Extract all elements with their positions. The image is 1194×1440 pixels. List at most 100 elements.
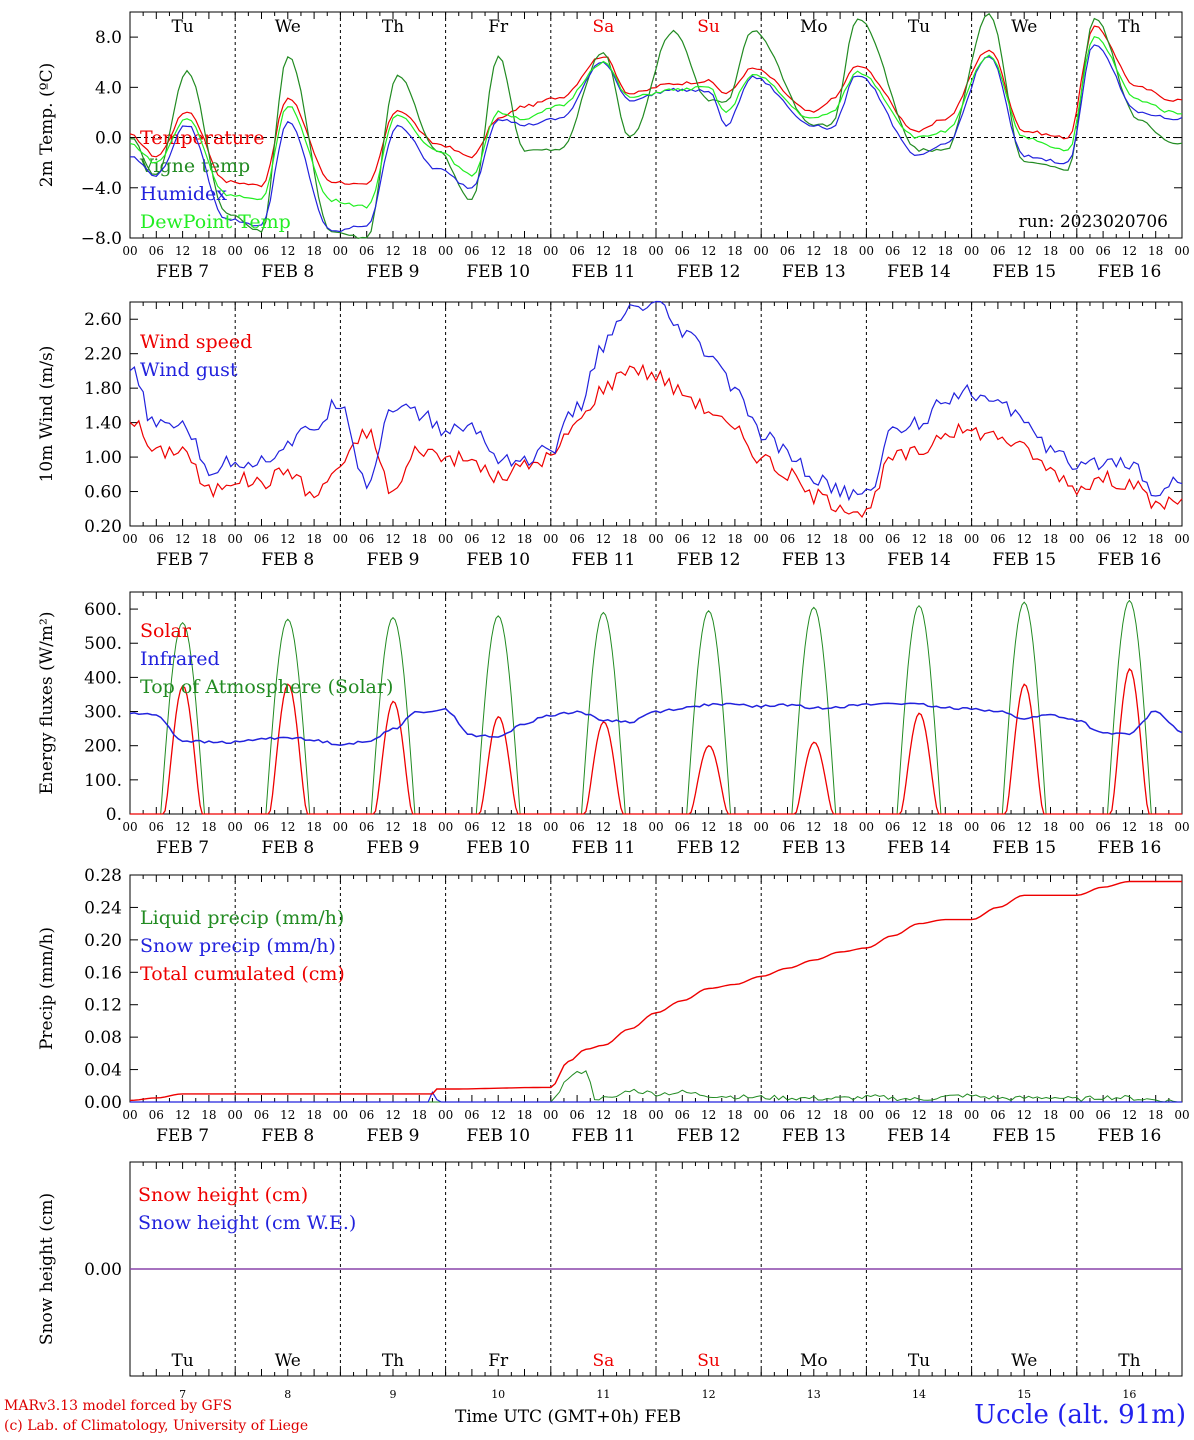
day-label: FEB 16 (1098, 262, 1162, 282)
series-snow-precip (130, 1091, 1182, 1103)
y-tick-label: 1.40 (84, 414, 122, 434)
hour-label: 18 (1148, 244, 1163, 258)
day-label: FEB 11 (572, 1126, 636, 1146)
day-number: 9 (390, 1388, 397, 1401)
hour-label: 18 (1043, 532, 1058, 546)
day-label: FEB 12 (677, 262, 741, 282)
day-label: FEB 10 (466, 1126, 530, 1146)
legend-dewpoint-temp: DewPoint Temp (140, 211, 291, 233)
hour-label: 00 (1069, 532, 1084, 546)
day-label: FEB 11 (572, 262, 636, 282)
hour-label: 18 (832, 532, 847, 546)
legend-temperature: Temperature (140, 127, 264, 149)
hour-label: 18 (938, 820, 953, 834)
legend-snow-height-cm: Snow height (cm) (138, 1184, 308, 1206)
hour-label: 00 (964, 820, 979, 834)
hour-label: 06 (990, 1108, 1005, 1122)
y-tick-label: −4.0 (81, 179, 122, 199)
hour-label: 00 (754, 820, 769, 834)
hour-label: 12 (1122, 1108, 1137, 1122)
hour-label: 18 (832, 244, 847, 258)
hour-label: 00 (964, 244, 979, 258)
day-label: FEB 10 (466, 550, 530, 570)
hour-label: 00 (228, 532, 243, 546)
hour-label: 06 (675, 1108, 690, 1122)
y-tick-label: 0.20 (84, 517, 122, 537)
day-label: FEB 7 (156, 550, 209, 570)
day-label: FEB 7 (156, 838, 209, 858)
hour-label: 18 (832, 1108, 847, 1122)
y-axis-label: Precip (mm/h) (37, 927, 57, 1050)
weekday-label-top: Tu (171, 17, 193, 37)
y-tick-label: 0.00 (84, 1093, 122, 1113)
hour-label: 00 (1174, 820, 1189, 834)
hour-label: 12 (596, 820, 611, 834)
hour-label: 12 (806, 532, 821, 546)
hour-label: 06 (675, 244, 690, 258)
hour-label: 06 (359, 1108, 374, 1122)
day-label: FEB 7 (156, 1126, 209, 1146)
hour-label: 12 (911, 820, 926, 834)
hour-label: 12 (175, 820, 190, 834)
hour-label: 06 (675, 532, 690, 546)
hour-label: 06 (675, 820, 690, 834)
y-tick-label: 8.0 (95, 28, 122, 48)
day-number: 7 (179, 1388, 186, 1401)
hour-label: 18 (517, 532, 532, 546)
hour-label: 18 (727, 820, 742, 834)
y-tick-label: 0.08 (84, 1028, 122, 1048)
weekday-label-top: Su (697, 17, 720, 37)
hour-label: 18 (1148, 532, 1163, 546)
day-label: FEB 15 (992, 838, 1056, 858)
weekday-label-bottom: Th (382, 1351, 404, 1371)
weekday-label-bottom: Fr (488, 1351, 509, 1371)
hour-label: 06 (1095, 532, 1110, 546)
hour-label: 00 (1069, 820, 1084, 834)
day-label: FEB 13 (782, 262, 846, 282)
hour-label: 00 (1174, 532, 1189, 546)
y-tick-label: 0.04 (84, 1061, 122, 1081)
hour-label: 18 (1043, 820, 1058, 834)
hour-label: 00 (543, 1108, 558, 1122)
hour-label: 00 (333, 532, 348, 546)
hour-label: 12 (1017, 820, 1032, 834)
weekday-label-bottom: Th (1118, 1351, 1140, 1371)
x-axis-title: Time UTC (GMT+0h) FEB (455, 1407, 682, 1427)
lab-credit: (c) Lab. of Climatology, University of L… (4, 1418, 309, 1434)
hour-label: 12 (911, 1108, 926, 1122)
day-label: FEB 9 (367, 1126, 420, 1146)
day-label: FEB 13 (782, 1126, 846, 1146)
hour-label: 06 (990, 820, 1005, 834)
hour-label: 00 (438, 820, 453, 834)
hour-label: 00 (543, 532, 558, 546)
y-axis-label: 10m Wind (m/s) (37, 346, 57, 483)
weekday-label-top: We (275, 17, 301, 37)
model-credit: MARv3.13 model forced by GFS (4, 1398, 233, 1414)
legend-snow-height-cm-w-e: Snow height (cm W.E.) (138, 1212, 356, 1234)
hour-label: 18 (1148, 820, 1163, 834)
day-label: FEB 13 (782, 550, 846, 570)
hour-label: 18 (1043, 1108, 1058, 1122)
y-tick-label: 600. (84, 600, 122, 620)
hour-label: 06 (780, 532, 795, 546)
day-label: FEB 11 (572, 838, 636, 858)
y-tick-label: 0.12 (84, 996, 122, 1016)
weekday-label-bottom: We (275, 1351, 301, 1371)
hour-label: 12 (385, 532, 400, 546)
weekday-label-top: We (1011, 17, 1037, 37)
hour-label: 12 (1122, 820, 1137, 834)
hour-label: 06 (885, 244, 900, 258)
y-tick-label: 400. (84, 668, 122, 688)
hour-label: 06 (569, 1108, 584, 1122)
day-label: FEB 13 (782, 838, 846, 858)
hour-label: 18 (832, 820, 847, 834)
day-number: 15 (1017, 1388, 1031, 1401)
day-label: FEB 15 (992, 262, 1056, 282)
y-tick-label: 0.28 (84, 866, 122, 886)
hour-label: 18 (306, 820, 321, 834)
hour-label: 18 (306, 244, 321, 258)
hour-label: 18 (622, 1108, 637, 1122)
hour-label: 06 (780, 1108, 795, 1122)
weekday-label-top: Th (382, 17, 404, 37)
y-axis-label: Energy fluxes (W/m²) (37, 612, 57, 795)
